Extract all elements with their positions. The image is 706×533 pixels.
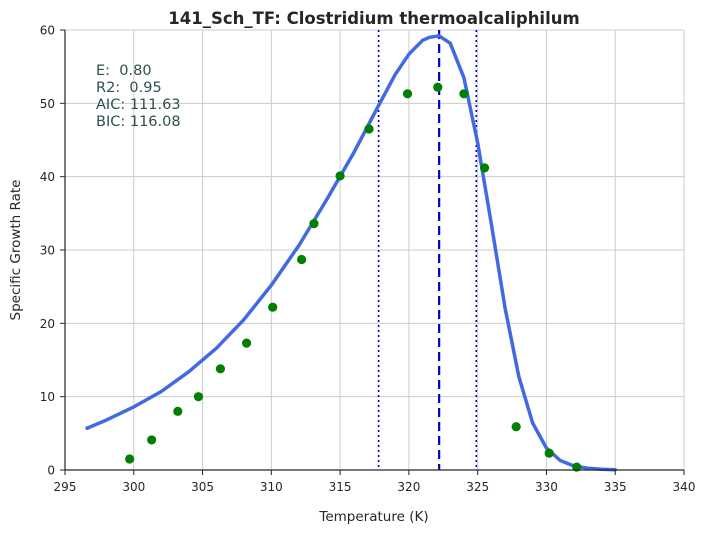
data-point	[193, 392, 204, 402]
x-tick-label: 340	[673, 480, 696, 494]
data-point	[572, 462, 582, 472]
x-tick-label: 320	[397, 480, 420, 494]
data-point	[402, 89, 413, 99]
y-tick-label: 20	[40, 317, 55, 331]
data-points	[125, 82, 582, 472]
x-tick-label: 335	[604, 480, 627, 494]
data-point	[459, 89, 469, 99]
x-tick-label: 325	[466, 480, 489, 494]
data-point	[173, 406, 183, 416]
y-tick-label: 10	[40, 390, 55, 404]
stat-line: AIC: 111.63	[96, 97, 181, 113]
y-tick-label: 0	[47, 464, 55, 478]
data-point	[479, 163, 490, 173]
y-axis-label: Specific Growth Rate	[8, 180, 24, 321]
x-tick-label: 295	[54, 480, 77, 494]
x-tick-label: 300	[122, 480, 145, 494]
data-point	[544, 448, 554, 458]
x-tick-label: 330	[535, 480, 558, 494]
stat-line: R2: 0.95	[96, 80, 162, 96]
y-tick-label: 50	[40, 97, 55, 111]
axes	[60, 29, 685, 475]
y-tick-label: 60	[40, 24, 55, 38]
x-axis-label: Temperature (K)	[318, 509, 428, 525]
y-tick-label: 30	[40, 244, 55, 258]
x-tick-label: 315	[329, 480, 352, 494]
data-point	[364, 124, 374, 134]
data-point	[268, 302, 278, 312]
chart-title: 141_Sch_TF: Clostridium thermoalcaliphil…	[168, 9, 579, 28]
data-point	[511, 422, 521, 432]
stat-line: E: 0.80	[96, 63, 152, 79]
y-tick-label: 40	[40, 170, 55, 184]
data-point	[125, 454, 135, 464]
tick-labels: 295 300 305 310 315 320 325 330 335 340 0 10 20 30 40 5…	[40, 24, 696, 495]
x-tick-label: 305	[191, 480, 214, 494]
data-point	[241, 338, 252, 348]
data-point	[309, 219, 319, 229]
stat-line: BIC: 116.08	[96, 114, 181, 130]
data-point	[296, 254, 307, 265]
data-point	[215, 364, 226, 374]
data-point	[147, 435, 157, 445]
reference-lines	[377, 30, 478, 470]
data-point	[335, 171, 345, 181]
x-tick-label: 310	[260, 480, 283, 494]
data-point	[433, 82, 443, 92]
